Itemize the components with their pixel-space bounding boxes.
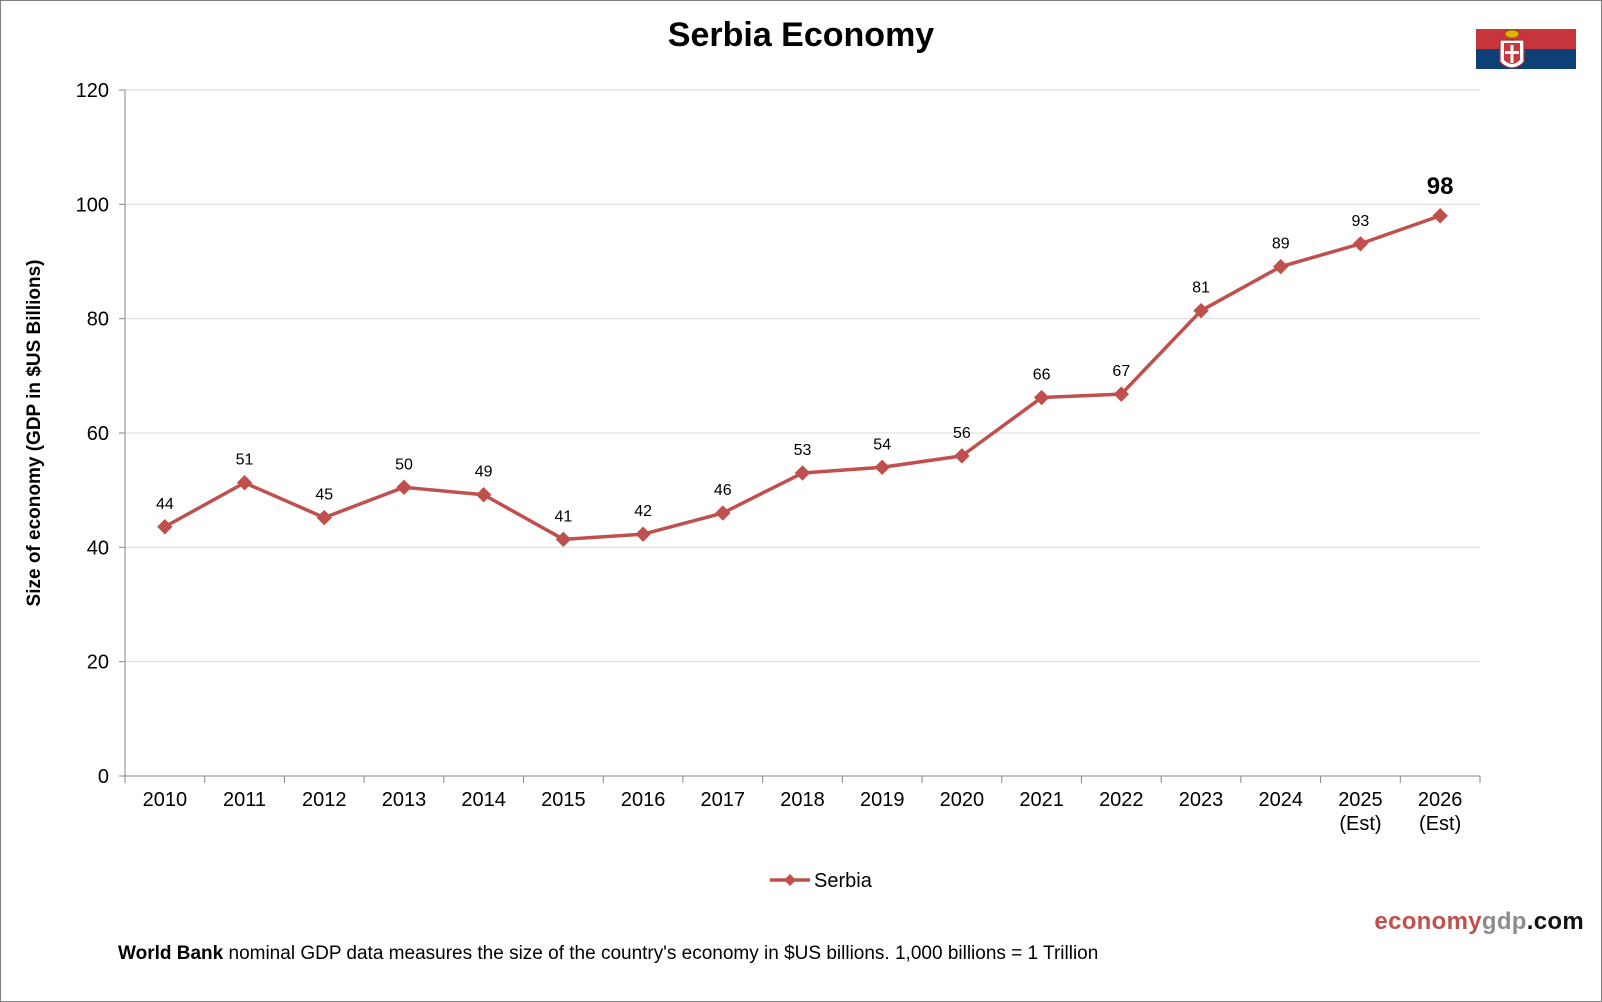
y-tick-label-120: 120 [76, 80, 109, 102]
x-tick-label-2010: 2010 [143, 789, 188, 811]
x-tick-labels: 2010 2011 2012 2013 2014 2015 2016 2017 2018 2019… [143, 789, 1463, 835]
data-point-2015 [555, 531, 572, 548]
x-tick-label-2024: 2024 [1258, 789, 1303, 811]
y-tick-label-40: 40 [87, 537, 109, 559]
data-point-2021 [1033, 389, 1050, 406]
data-label-2022: 67 [1112, 363, 1130, 380]
y-tick-label-60: 60 [87, 423, 109, 445]
y-tick-label-20: 20 [87, 652, 109, 674]
data-label-2023: 81 [1192, 280, 1210, 297]
x-tick-label-2021: 2021 [1019, 789, 1064, 811]
data-point-2022 [1113, 386, 1130, 402]
x-tick-label-2011: 2011 [223, 789, 266, 811]
data-point-2016 [635, 526, 651, 542]
brand-watermark: economygdp.com [1374, 908, 1584, 936]
data-label-2010: 44 [156, 496, 174, 513]
data-label-2026: 98 [1427, 173, 1454, 200]
y-axis-label: Size of economy (GDP in $US Billions) [24, 260, 45, 607]
data-label-2011: 51 [236, 452, 254, 469]
data-point-2024 [1273, 258, 1289, 275]
data-label-2018: 53 [794, 442, 812, 459]
data-point-2018 [794, 465, 811, 481]
data-point-2013 [396, 479, 412, 496]
x-tick-label-2018: 2018 [780, 789, 825, 811]
data-point-2020 [954, 448, 970, 464]
data-label-2016: 42 [634, 503, 652, 520]
brand-part3: .com [1526, 908, 1584, 935]
serbia-flag-icon [1476, 29, 1576, 69]
x-tick-label-2023: 2023 [1179, 789, 1224, 811]
chart-title: Serbia Economy [667, 16, 935, 54]
flag-stripe-blue [1476, 49, 1576, 69]
data-label-2024: 89 [1272, 236, 1290, 253]
data-label-2019: 54 [873, 436, 891, 453]
data-label-2014: 49 [475, 464, 493, 481]
data-point-2025 [1352, 236, 1369, 252]
axes [119, 89, 1481, 783]
y-tick-label-100: 100 [76, 194, 109, 216]
data-point-2014 [475, 487, 492, 503]
brand-part1: economy [1374, 908, 1482, 935]
data-point-2017 [715, 505, 731, 521]
data-label-2020: 56 [953, 425, 971, 442]
legend: Serbia [770, 870, 873, 892]
data-label-2021: 66 [1033, 367, 1051, 384]
data-labels: 44 51 45 50 49 41 42 46 53 54 56 66 67 81 89 93 98 [156, 173, 1454, 526]
x-tick-label-2014: 2014 [461, 789, 506, 811]
data-label-2013: 50 [395, 456, 413, 473]
x-tick-label-2025-(Est): 2025 (Est) [1338, 789, 1383, 835]
coat-of-arms-icon [1499, 29, 1525, 69]
data-point-2011 [236, 475, 253, 491]
flag-stripe-red [1476, 29, 1576, 49]
data-point-2023 [1193, 302, 1209, 319]
data-label-2012: 45 [315, 487, 333, 504]
x-tick-label-2022: 2022 [1099, 789, 1144, 811]
x-tick-label-2012: 2012 [302, 789, 347, 811]
y-tick-label-80: 80 [87, 309, 109, 331]
data-label-2017: 46 [714, 482, 732, 499]
legend-marker-serbia [784, 874, 796, 886]
x-tick-label-2017: 2017 [701, 789, 746, 811]
data-label-2025: 93 [1352, 213, 1370, 230]
x-tick-label-2015: 2015 [541, 789, 586, 811]
legend-label-serbia: Serbia [814, 870, 873, 892]
x-tick-label-2013: 2013 [382, 789, 427, 811]
series-line-serbia [164, 214, 1441, 542]
footnote-source: World Bank [118, 943, 224, 964]
footnote: World Bank nominal GDP data measures the… [118, 943, 1098, 965]
series-serbia [157, 208, 1448, 548]
data-point-2010 [157, 519, 173, 535]
x-tick-label-2020: 2020 [940, 789, 985, 811]
data-point-2012 [316, 509, 332, 526]
x-tick-label-2016: 2016 [621, 789, 666, 811]
y-tick-labels: 0 20 40 60 80 100 120 [76, 80, 109, 788]
footnote-text: nominal GDP data measures the size of th… [223, 943, 1099, 964]
x-tick-label-2026-(Est): 2026 (Est) [1418, 789, 1463, 835]
x-tick-label-2019: 2019 [860, 789, 905, 811]
y-tick-label-0: 0 [98, 766, 109, 788]
data-point-2026 [1432, 208, 1448, 224]
brand-part2: gdp [1481, 908, 1527, 935]
data-label-2015: 41 [554, 508, 572, 525]
data-point-2019 [874, 459, 890, 476]
gridlines [125, 89, 1480, 663]
